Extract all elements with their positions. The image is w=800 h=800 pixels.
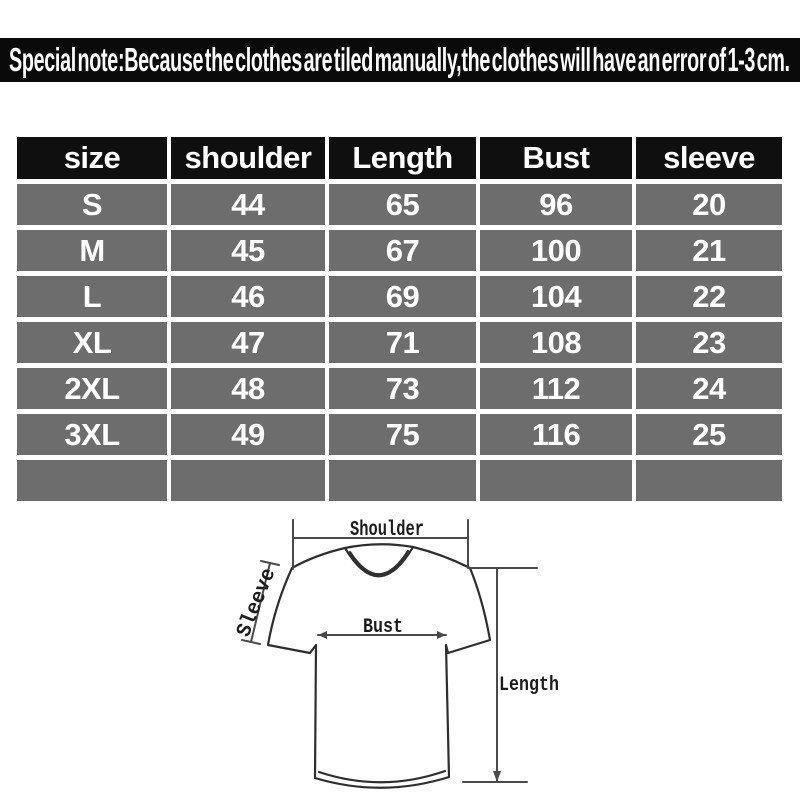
cell-size: XL bbox=[17, 322, 167, 363]
cell-shoulder: 44 bbox=[171, 184, 325, 225]
size-table: size shoulder Length Bust sleeve S 44 65… bbox=[17, 137, 782, 501]
cell-length: 71 bbox=[329, 322, 476, 363]
cell-length: 69 bbox=[329, 276, 476, 317]
length-label: Length bbox=[499, 674, 559, 697]
cell-length: 73 bbox=[329, 368, 476, 409]
cell-sleeve: 21 bbox=[636, 230, 782, 271]
bust-label: Bust bbox=[363, 616, 403, 639]
cell-shoulder: 46 bbox=[171, 276, 325, 317]
cell-empty bbox=[480, 460, 632, 501]
cell-sleeve: 24 bbox=[636, 368, 782, 409]
special-note-text: Special note:Because the clothes are til… bbox=[9, 41, 790, 78]
column-header-bust: Bust bbox=[480, 137, 632, 179]
cell-bust: 116 bbox=[480, 414, 632, 455]
tshirt-outline bbox=[266, 543, 492, 789]
cell-shoulder: 49 bbox=[171, 414, 325, 455]
cell-size: 2XL bbox=[17, 368, 167, 409]
cell-length: 75 bbox=[329, 414, 476, 455]
cell-size: S bbox=[17, 184, 167, 225]
cell-length: 65 bbox=[329, 184, 476, 225]
cell-bust: 112 bbox=[480, 368, 632, 409]
cell-empty bbox=[636, 460, 782, 501]
cell-shoulder: 47 bbox=[171, 322, 325, 363]
cell-size: 3XL bbox=[17, 414, 167, 455]
cell-empty bbox=[171, 460, 325, 501]
cell-bust: 96 bbox=[480, 184, 632, 225]
cell-bust: 104 bbox=[480, 276, 632, 317]
cell-size: M bbox=[17, 230, 167, 271]
dimension-arrowheads bbox=[318, 631, 501, 782]
cell-sleeve: 25 bbox=[636, 414, 782, 455]
tshirt-measurement-diagram: Shoulder Sleeve Bust Length bbox=[233, 519, 559, 789]
cell-sleeve: 23 bbox=[636, 322, 782, 363]
column-header-length: Length bbox=[329, 137, 476, 179]
cell-empty bbox=[17, 460, 167, 501]
cell-length: 67 bbox=[329, 230, 476, 271]
cell-shoulder: 48 bbox=[171, 368, 325, 409]
cell-bust: 100 bbox=[480, 230, 632, 271]
column-header-size: size bbox=[17, 137, 167, 179]
cell-empty bbox=[329, 460, 476, 501]
cell-sleeve: 22 bbox=[636, 276, 782, 317]
cell-bust: 108 bbox=[480, 322, 632, 363]
shoulder-label: Shoulder bbox=[350, 519, 424, 542]
dimension-lines bbox=[241, 519, 538, 783]
special-note-banner: Special note:Because the clothes are til… bbox=[0, 38, 800, 82]
cell-sleeve: 20 bbox=[636, 184, 782, 225]
column-header-shoulder: shoulder bbox=[171, 137, 325, 179]
cell-shoulder: 45 bbox=[171, 230, 325, 271]
cell-size: L bbox=[17, 276, 167, 317]
column-header-sleeve: sleeve bbox=[636, 137, 782, 179]
